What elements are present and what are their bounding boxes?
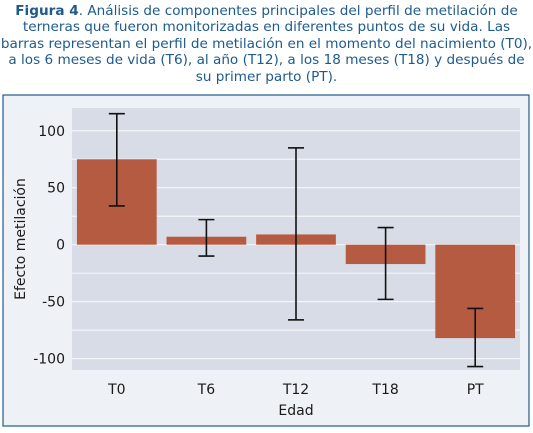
figure-caption-text: . Análisis de componentes principales de… — [0, 3, 533, 85]
y-tick-label: 0 — [56, 238, 65, 254]
x-tick-label: T6 — [197, 382, 216, 398]
x-axis-label: Edad — [278, 403, 313, 419]
x-tick-label: T18 — [371, 382, 398, 398]
y-axis-label: Efecto metilación — [13, 178, 29, 300]
tick-label-layer: -100 -50 0 50 100 T0 T6 T12 T18 PT — [33, 124, 484, 398]
y-tick-label: 100 — [38, 124, 65, 140]
x-tick-label: T0 — [107, 382, 125, 398]
figure-caption: Figura 4. Análisis de componentes princi… — [0, 3, 533, 85]
x-tick-label: PT — [467, 382, 484, 398]
y-tick-label: -50 — [42, 295, 65, 311]
figure-label: Figura 4 — [15, 3, 79, 19]
x-tick-label: T12 — [282, 382, 309, 398]
y-tick-label: 50 — [47, 181, 65, 197]
error-bar-layer — [108, 112, 484, 368]
y-tick-label: -100 — [33, 352, 65, 368]
